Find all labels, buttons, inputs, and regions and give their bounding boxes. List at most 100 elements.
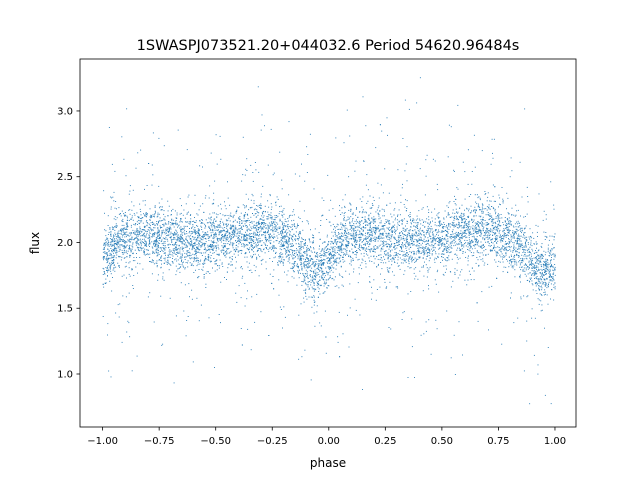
- data-point: [553, 239, 555, 241]
- data-point: [447, 206, 449, 208]
- data-point: [373, 255, 375, 257]
- data-point: [329, 271, 331, 273]
- data-point: [318, 291, 320, 292]
- data-point: [474, 212, 476, 214]
- data-point: [260, 230, 262, 232]
- data-point: [516, 240, 518, 242]
- data-point: [168, 221, 170, 223]
- data-point: [518, 235, 520, 237]
- data-point: [532, 268, 534, 269]
- data-point: [317, 268, 319, 270]
- data-point: [346, 109, 348, 111]
- data-point: [275, 247, 277, 249]
- data-point: [351, 221, 353, 223]
- data-point: [126, 231, 128, 233]
- data-point: [343, 239, 345, 241]
- data-point: [110, 273, 112, 275]
- data-point: [335, 261, 337, 263]
- data-point: [195, 220, 197, 222]
- data-point: [348, 242, 350, 244]
- data-point: [110, 242, 112, 244]
- data-point: [475, 262, 477, 264]
- data-point: [478, 224, 480, 226]
- data-point: [292, 266, 294, 268]
- data-point: [482, 246, 484, 248]
- data-point: [227, 248, 229, 250]
- data-point: [380, 236, 382, 238]
- data-point: [387, 254, 389, 256]
- data-point: [360, 236, 362, 238]
- data-point: [298, 243, 300, 245]
- data-point: [544, 235, 546, 237]
- data-point: [181, 232, 183, 234]
- data-point: [489, 235, 490, 237]
- data-point: [385, 241, 387, 243]
- data-point: [352, 245, 353, 246]
- data-point: [519, 262, 521, 264]
- data-point: [175, 265, 177, 267]
- data-point: [411, 256, 413, 258]
- data-point: [450, 243, 452, 245]
- data-point: [191, 263, 193, 265]
- data-point: [218, 225, 220, 226]
- data-point: [553, 299, 555, 301]
- data-point: [378, 225, 380, 227]
- data-point: [549, 235, 551, 237]
- data-point: [340, 228, 341, 230]
- data-point: [244, 174, 246, 176]
- data-point: [188, 194, 190, 196]
- data-point: [460, 240, 462, 242]
- data-point: [514, 269, 516, 271]
- data-point: [150, 214, 152, 216]
- data-point: [153, 263, 155, 265]
- data-point: [487, 192, 489, 194]
- data-point: [543, 269, 545, 270]
- data-point: [172, 224, 174, 226]
- data-point: [151, 246, 153, 248]
- data-point: [231, 224, 233, 226]
- data-point: [301, 254, 303, 256]
- data-point: [519, 248, 521, 250]
- data-point: [450, 236, 452, 237]
- data-point: [213, 226, 215, 228]
- data-point: [473, 270, 475, 272]
- data-point: [503, 224, 505, 226]
- data-point: [415, 219, 417, 221]
- data-point: [508, 243, 510, 245]
- data-point: [326, 219, 328, 220]
- data-point: [172, 239, 174, 240]
- data-point: [225, 238, 227, 240]
- data-point: [469, 250, 471, 252]
- data-point: [130, 250, 132, 252]
- data-point: [360, 227, 362, 229]
- data-point: [459, 238, 461, 240]
- data-point: [218, 267, 220, 269]
- data-point: [382, 228, 384, 230]
- data-point: [513, 256, 515, 258]
- data-point: [111, 245, 113, 247]
- data-point: [112, 227, 114, 229]
- data-point: [509, 249, 511, 251]
- data-point: [298, 242, 300, 244]
- data-point: [527, 196, 529, 197]
- data-point: [317, 283, 319, 285]
- data-point: [442, 227, 444, 229]
- data-point: [298, 225, 299, 226]
- data-point: [359, 211, 361, 213]
- data-point: [243, 239, 244, 241]
- data-point: [264, 223, 266, 225]
- data-point: [321, 277, 323, 279]
- data-point: [535, 224, 537, 226]
- data-point: [476, 250, 478, 252]
- data-point: [156, 237, 158, 239]
- data-point: [454, 237, 455, 239]
- data-point: [393, 257, 395, 259]
- data-point: [350, 225, 352, 226]
- data-point: [370, 248, 372, 250]
- data-point: [196, 246, 198, 248]
- data-point: [428, 228, 430, 230]
- data-point: [434, 279, 436, 281]
- data-point: [234, 219, 236, 221]
- data-point: [202, 231, 204, 233]
- data-point: [498, 220, 500, 222]
